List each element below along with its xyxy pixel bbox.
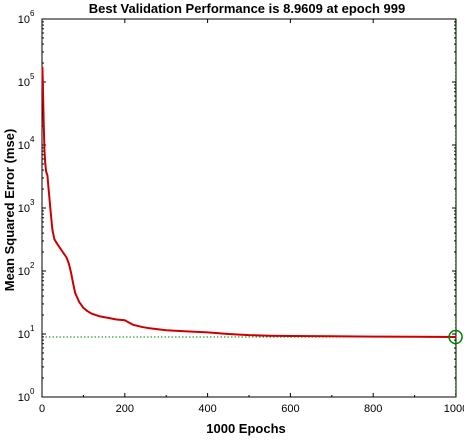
y-tick-label: 10 [18,14,30,26]
x-axis-label: 1000 Epochs [206,421,286,436]
chart-title: Best Validation Performance is 8.9609 at… [89,1,405,16]
y-tick-exponent: 3 [30,198,35,207]
x-tick-label: 400 [198,403,216,415]
y-axis-label: Mean Squared Error (mse) [2,129,17,292]
best-performance-marker [448,329,463,345]
y-tick-exponent: 0 [30,387,35,396]
plot-area: 02004006008001000100101102103104105106 [18,9,464,415]
x-tick-label: 800 [364,403,382,415]
y-tick-label: 10 [18,266,30,278]
y-tick-label: 10 [18,392,30,404]
y-tick-label: 10 [18,203,30,215]
y-tick-exponent: 6 [30,9,35,18]
x-tick-label: 200 [116,403,134,415]
y-tick-label: 10 [18,329,30,341]
performance-series-line [41,66,457,338]
y-tick-exponent: 4 [30,135,35,144]
y-tick-label: 10 [18,77,30,89]
x-tick-label: 1000 [444,403,464,415]
y-tick-exponent: 5 [30,72,35,81]
plot-frame [41,18,457,398]
y-tick-exponent: 1 [30,324,35,333]
y-tick-label: 10 [18,140,30,152]
x-tick-label: 0 [39,403,45,415]
y-tick-exponent: 2 [30,261,35,270]
x-tick-label: 600 [281,403,299,415]
